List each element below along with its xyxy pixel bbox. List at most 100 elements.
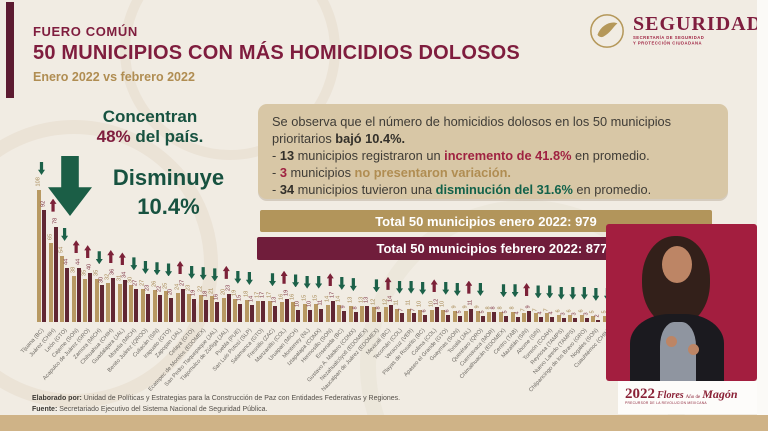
enero-bar [475, 311, 480, 322]
bar-value-febrero: 3 [571, 312, 578, 316]
enero-bar [325, 304, 330, 322]
bar-value-febrero: 19 [190, 289, 197, 297]
decrease-arrow-icon [372, 279, 380, 293]
decrease-arrow-icon [61, 228, 69, 241]
seguridad-logo: SEGURIDAD SECRETARÍA DE SEGURIDAD Y PROT… [588, 12, 762, 55]
flores-magon-logo: 2022 Flores Año de Magón PRECURSOR DE LA… [618, 381, 757, 414]
enero-bar [348, 306, 353, 322]
bar-value-enero: 54 [58, 246, 65, 254]
bar-group: 8 4 Centro (TAB) [493, 0, 521, 356]
enero-bar [602, 315, 607, 322]
bar-group: 6 3 Nuevo Laredo (TAMPS) [533, 0, 578, 375]
enero-bar [452, 311, 457, 322]
bar-value-enero: 108 [35, 177, 42, 187]
febrero-bar [446, 314, 451, 322]
enero-bar [244, 300, 249, 322]
kicker: FUERO COMÚN [33, 24, 138, 39]
enero-bar [291, 302, 296, 322]
bar-group: 8 5 Chimalhuacán (EDOMEX) [459, 0, 509, 380]
bar-value-enero: 11 [405, 300, 411, 306]
enero-bar [94, 279, 99, 322]
bar-value-febrero: 16 [213, 293, 220, 300]
febrero-bar [330, 301, 335, 322]
enero-bar [268, 301, 272, 322]
bar-value-febrero: 40 [86, 264, 93, 271]
bar-value-febrero: 7 [398, 307, 405, 312]
bar-value-febrero: 10 [294, 300, 301, 308]
bottom-gold-strip [0, 415, 768, 431]
bar-group: 7 9 Mazatlán (SIN) [501, 0, 532, 359]
bar-value-febrero: 7 [410, 307, 416, 312]
febrero-bar [111, 278, 116, 322]
enero-bar [233, 298, 238, 322]
bar-value-enero: 9 [463, 305, 469, 309]
bar-value-febrero: 14 [248, 295, 255, 303]
enero-bar [106, 282, 111, 322]
febrero-bar [169, 297, 174, 322]
header: FUERO COMÚN 50 MUNICIPIOS CON MÁS HOMICI… [33, 24, 520, 84]
bar-value-febrero: 12 [433, 298, 439, 305]
bar-value-febrero: 5 [502, 310, 509, 314]
bar-value-enero: 8 [509, 306, 515, 310]
enero-bar [337, 304, 342, 322]
bar-value-febrero: 22 [156, 286, 162, 293]
decrease-arrow-icon [442, 281, 450, 295]
febrero-bar [122, 280, 127, 322]
bar-value-febrero: 13 [271, 297, 278, 304]
bar-value-febrero: 23 [225, 284, 232, 292]
enero-bar [441, 309, 446, 322]
enero-bar [256, 301, 261, 322]
increase-arrow-icon [176, 261, 184, 274]
decrease-arrow-icon [500, 284, 507, 298]
bar-value-enero: 13 [347, 297, 354, 304]
febrero-bar [423, 314, 428, 322]
enero-bar [556, 314, 561, 322]
bar-group: 8 8 Cuernavaca (MOR) [459, 0, 497, 368]
decrease-arrow-icon [580, 286, 588, 300]
bar-value-febrero: 11 [317, 300, 324, 306]
decrease-arrow-icon [269, 273, 276, 287]
decrease-arrow-icon [453, 283, 461, 296]
enero-bar [117, 284, 122, 322]
summary-segment: - [272, 182, 280, 198]
bar-group: 9 11 Tonalá (JAL) [447, 0, 474, 355]
increase-arrow-icon [326, 273, 334, 287]
concentran-rest: del país. [130, 127, 204, 147]
decrease-arrow-icon [511, 284, 519, 298]
febrero-bar [226, 293, 231, 322]
febrero-bar [342, 311, 347, 322]
enero-bar [164, 291, 169, 322]
interpreter-hand [666, 336, 677, 347]
febrero-bar [134, 289, 139, 322]
right-white-strip [757, 0, 768, 415]
decrease-arrow-icon [349, 278, 357, 292]
febrero-bar [434, 307, 439, 322]
bar-value-febrero: 92 [40, 200, 47, 207]
summary-segment: incremento de 41.8% [444, 148, 572, 164]
enero-bar [464, 311, 469, 322]
enero-bar [406, 308, 411, 322]
increase-arrow-icon [465, 280, 473, 294]
bar-value-febrero: 8 [375, 306, 382, 310]
bar-value-febrero: 8 [491, 306, 497, 310]
bar-value-febrero: 3 [560, 312, 567, 316]
enero-bar [314, 303, 319, 322]
febrero-bar [561, 318, 566, 322]
bar-value-enero: 65 [47, 233, 53, 240]
bar-group: 10 6 Playas de Rosarito (BC) [382, 0, 428, 376]
bar-value-febrero: 3 [583, 312, 590, 316]
decrease-arrow-icon [130, 257, 138, 271]
febrero-bar [215, 302, 220, 322]
bar-group: 15 11 Iztapalapa (CDMX) [286, 0, 324, 367]
bar-value-febrero: 30 [98, 276, 105, 283]
interpreter-face [662, 246, 692, 283]
febrero-bar [388, 304, 393, 322]
bar-group: 12 8 Naucalpan de Juárez (EDOMEX) [321, 0, 382, 393]
magon-year: 2022 [625, 386, 655, 402]
bar-value-febrero: 9 [340, 305, 347, 309]
enero-bar [175, 292, 180, 322]
enero-bar [429, 309, 434, 322]
total-enero-label: Total 50 municipios enero 2022: 979 [375, 213, 597, 229]
